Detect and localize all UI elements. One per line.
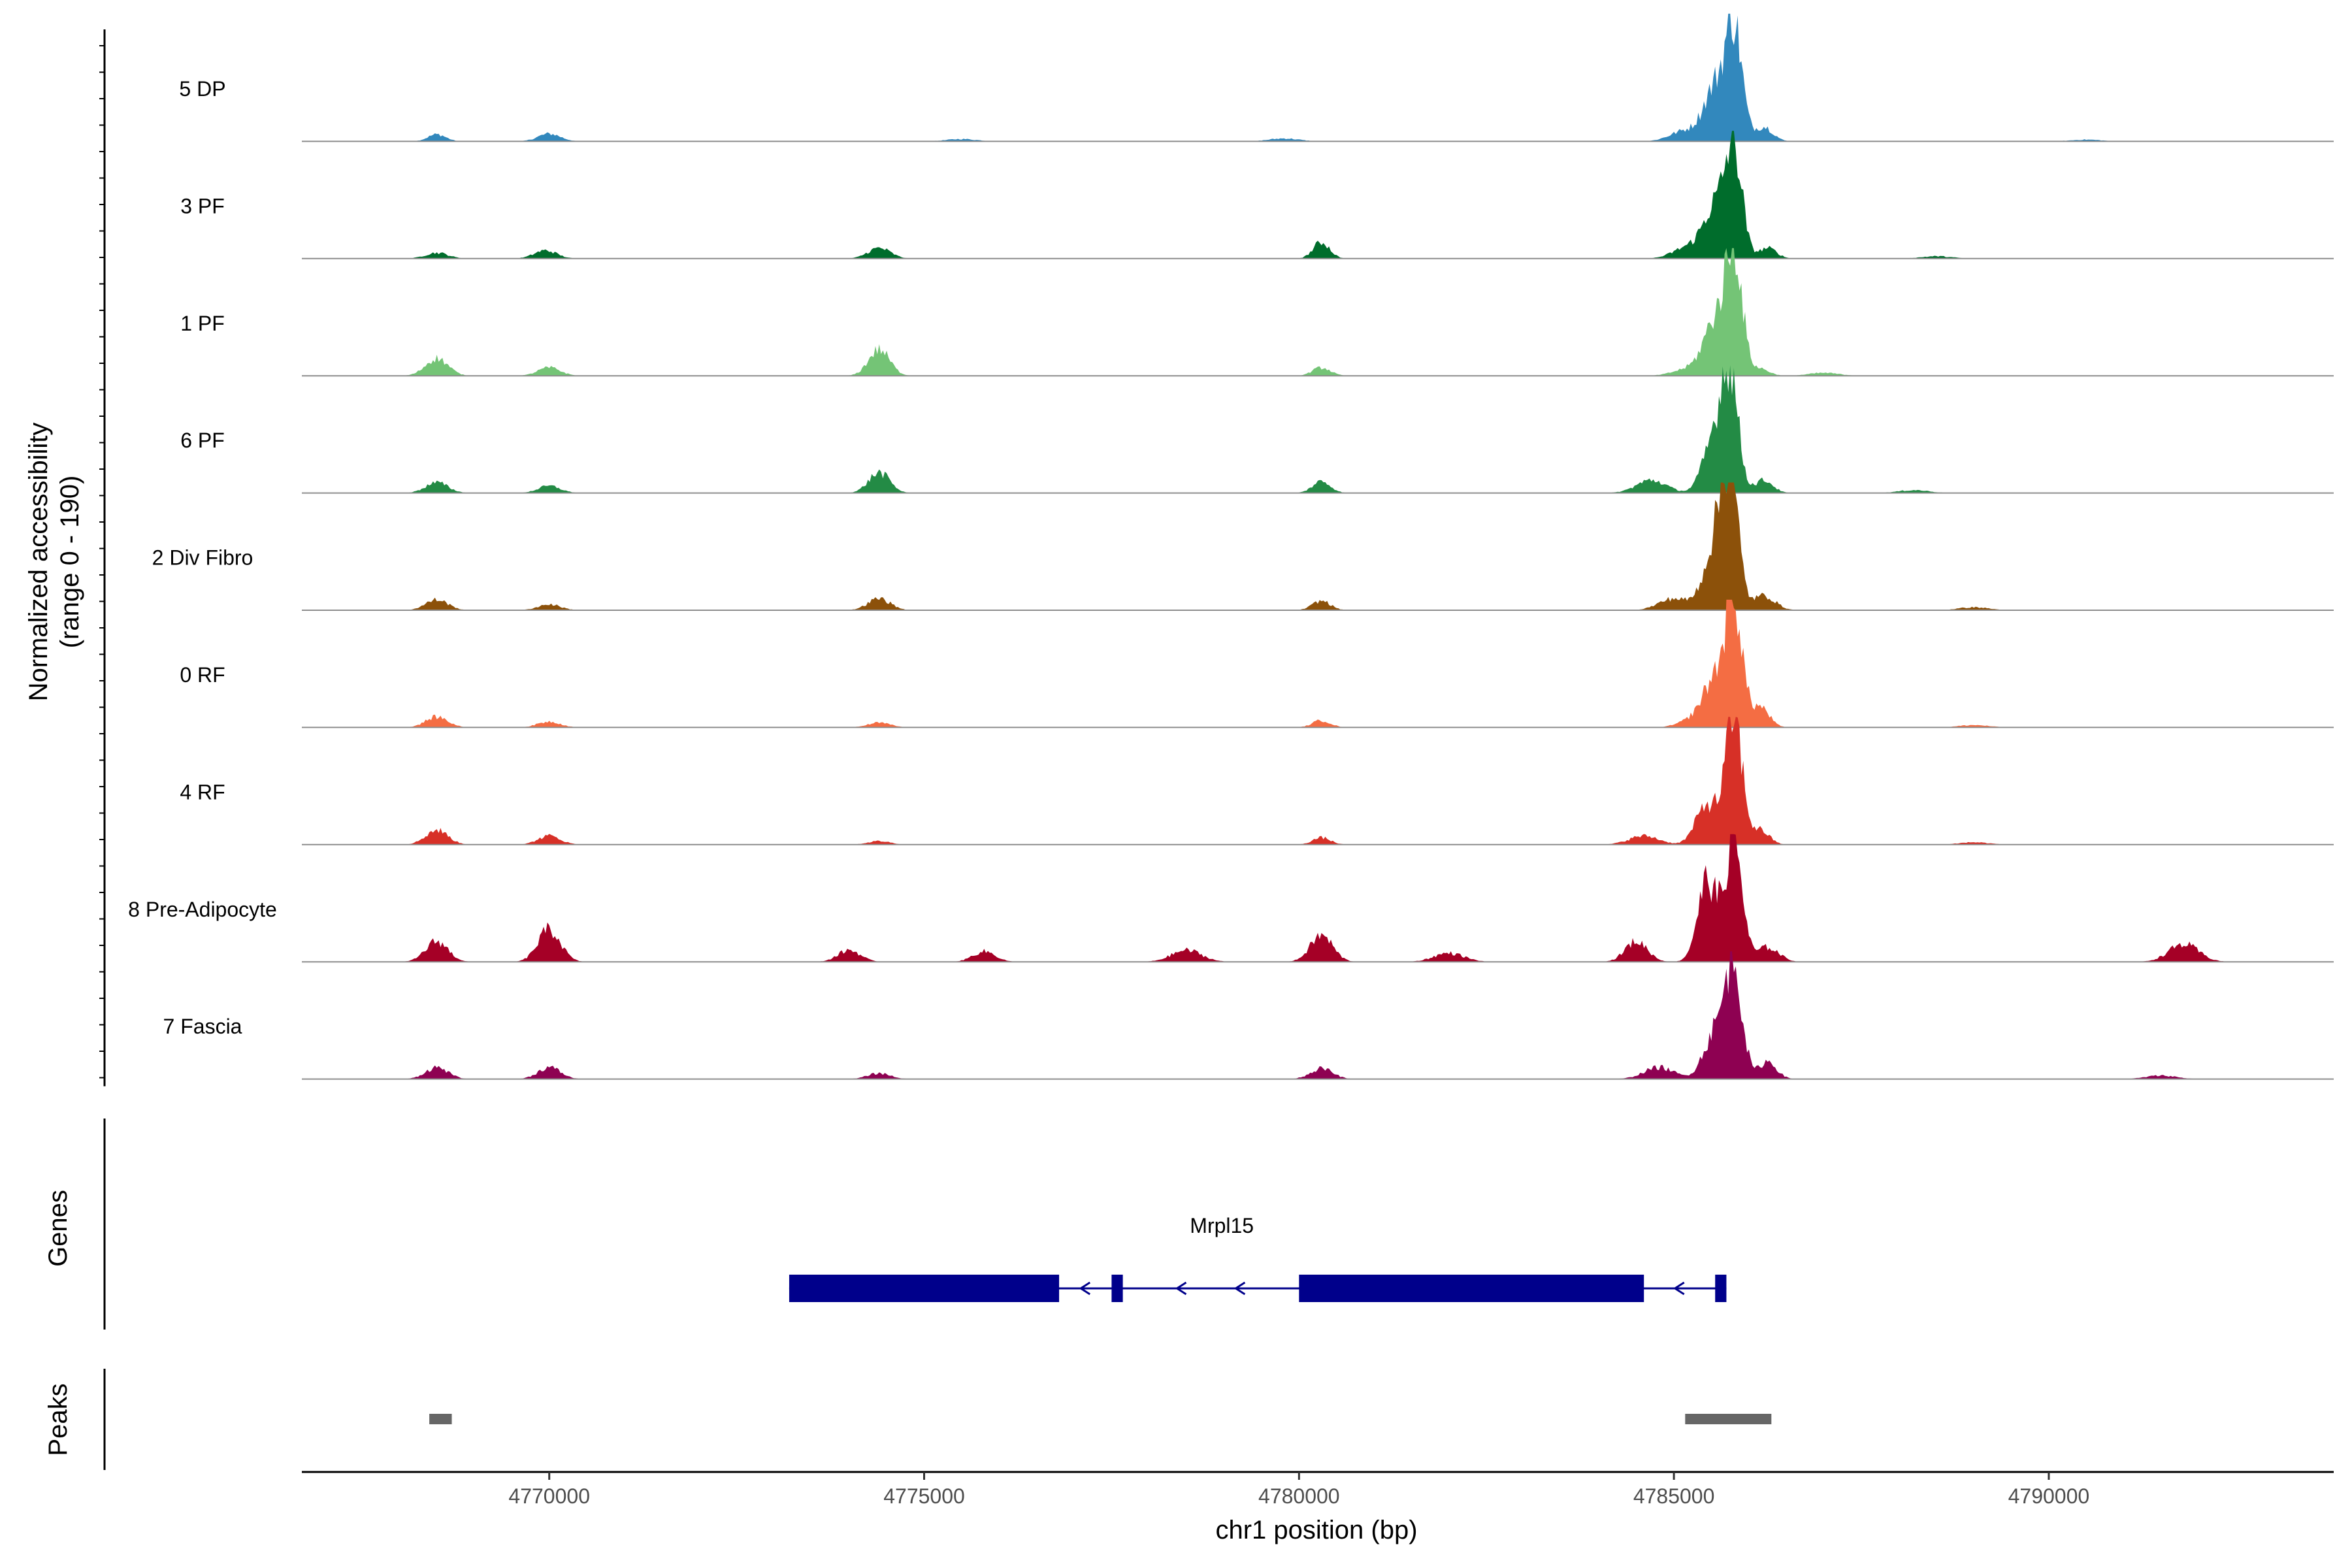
track-6: 0 RF (180, 599, 2334, 728)
coverage-tracks: 5 DP 3 PF 1 PF 6 PF 2 Div Fibro 0 RF 4 RF 8 Pre… (128, 13, 2334, 1080)
coverage-area (302, 834, 2334, 962)
peaks-track (429, 1414, 1772, 1424)
x-tick-label: 4780000 (1258, 1484, 1340, 1508)
gene-exon (1299, 1275, 1644, 1302)
track-label: 0 RF (180, 663, 225, 687)
track-8: 8 Pre-Adipocyte (128, 834, 2334, 963)
track-label: 5 DP (179, 77, 225, 101)
track-label: 1 PF (180, 312, 225, 335)
strand-arrow (1233, 1281, 1246, 1296)
track-1: 5 DP (179, 13, 2334, 142)
track-7: 4 RF (180, 717, 2334, 845)
called-peak (429, 1414, 452, 1424)
x-tick-label: 4785000 (1633, 1484, 1715, 1508)
strand-arrow (1175, 1281, 1187, 1296)
peaks-track-title: Peaks (44, 1383, 73, 1456)
track-label: 4 RF (180, 780, 225, 804)
x-tick-label: 4770000 (508, 1484, 590, 1508)
genes-track: Mrpl15 (789, 1214, 1727, 1302)
gene-model: Mrpl15 (789, 1214, 1727, 1302)
track-2: 3 PF (180, 131, 2334, 259)
gene-exon (1111, 1275, 1123, 1302)
track-4: 6 PF (180, 365, 2334, 494)
track-label: 2 Div Fibro (152, 546, 253, 570)
strand-arrow (1079, 1281, 1091, 1296)
x-tick-label: 4775000 (883, 1484, 965, 1508)
gene-exon (1715, 1275, 1727, 1302)
track-label: 7 Fascia (163, 1015, 242, 1038)
y-axis-title-line-2: (range 0 - 190) (56, 476, 84, 649)
track-label: 3 PF (180, 194, 225, 218)
strand-arrow (1673, 1281, 1685, 1296)
y-axis-title-line-1: Normalized accessibility (24, 423, 53, 702)
x-tick-label: 4790000 (2008, 1484, 2090, 1508)
x-axis-title: chr1 position (bp) (1215, 1516, 1417, 1544)
track-9: 7 Fascia (163, 951, 2334, 1080)
track-label: 6 PF (180, 429, 225, 452)
genes-track-title: Genes (44, 1190, 73, 1267)
axes: 4770000 4775000 4780000 4785000 4790000 (99, 29, 2334, 1508)
gene-exon (789, 1275, 1060, 1302)
track-3: 1 PF (180, 248, 2334, 377)
gene-name-label: Mrpl15 (1190, 1214, 1254, 1237)
called-peak (1685, 1414, 1772, 1424)
track-5: 2 Div Fibro (152, 482, 2334, 611)
track-label: 8 Pre-Adipocyte (128, 898, 277, 921)
